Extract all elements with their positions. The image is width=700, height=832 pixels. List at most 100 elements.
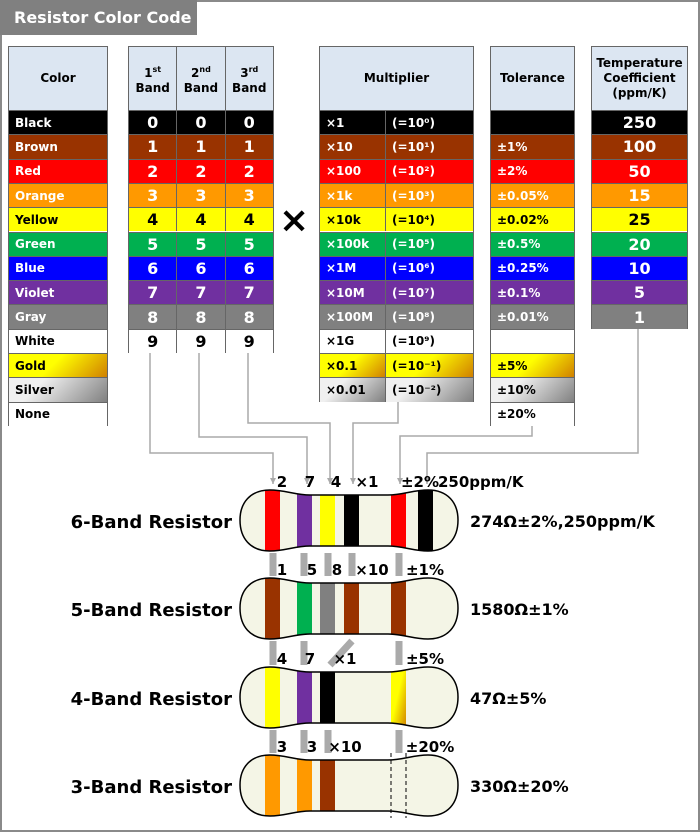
band2-header: 2nd Band — [177, 47, 226, 110]
band-value-label: 1 — [277, 561, 287, 579]
tempco-value: 10 — [592, 255, 688, 281]
band1-digit: 6 — [129, 255, 178, 281]
band2-digit: 3 — [177, 182, 226, 208]
band3-digit: 2 — [225, 158, 274, 183]
multiply-sign: × — [279, 200, 310, 241]
color-band — [391, 490, 406, 551]
color-band — [320, 755, 335, 816]
multiplier-power: (=10⁻¹) — [386, 353, 474, 378]
band1-header-text: 1st Band — [135, 62, 169, 96]
band1-digit: 8 — [129, 304, 178, 329]
tolerance-table: Tolerance ±1% ±2% ±0.05% ±0.02% ±0.5% ±0.25% ±0… — [490, 46, 575, 426]
band-value-label: ×10 — [355, 561, 388, 579]
band2-digit: 8 — [177, 304, 226, 329]
color-name-silver: Silver — [9, 377, 108, 402]
color-band — [265, 490, 280, 551]
color-band — [391, 667, 406, 728]
band3-digit: 8 — [225, 304, 274, 329]
page-title: Resistor Color Code — [0, 0, 197, 35]
tempco-value: 250 — [592, 110, 688, 135]
band1-digit: 4 — [129, 207, 178, 232]
color-band — [344, 490, 359, 551]
digit-bands-table: 1st Band 0 1 2 3 4 5 6 7 8 9 2nd Band 0 1 2 3 4 5 6 7 8 9 3rd Ban… — [128, 46, 274, 353]
color-band — [320, 667, 335, 728]
multiplier-value: ×100 — [320, 158, 386, 183]
color-name-black: Black — [9, 110, 108, 135]
color-name-yellow: Yellow — [9, 207, 108, 232]
band-value-label: ×10 — [328, 738, 361, 756]
tempco-value: 50 — [592, 158, 688, 183]
tolerance-value: ±0.25% — [491, 255, 575, 281]
band1-digit: 0 — [129, 110, 178, 135]
tempco-header: Temperature Coefficient (ppm/K) — [592, 47, 688, 110]
color-band — [265, 667, 280, 728]
band-word: Band — [135, 80, 170, 95]
color-name-red: Red — [9, 158, 108, 183]
band-value-label: 8 — [332, 561, 342, 579]
connector-line — [247, 353, 331, 484]
multiplier-power: (=10²) — [386, 158, 474, 183]
multiplier-value: ×10k — [320, 207, 386, 232]
tolerance-header: Tolerance — [491, 47, 575, 110]
band2-digit: 5 — [177, 231, 226, 256]
tolerance-value: ±0.1% — [491, 280, 575, 305]
resistor-value: 330Ω±20% — [470, 777, 569, 796]
band3-header-text: 3rd Band — [232, 62, 266, 96]
multiplier-table: Multiplier ×1 (=10⁰) ×10 (=10¹) ×100 (=10²) ×1k… — [319, 46, 474, 402]
band1-header: 1st Band — [129, 47, 178, 110]
connector-line — [198, 353, 308, 484]
tempco-value: 20 — [592, 231, 688, 256]
temperature-coefficient-table: Temperature Coefficient (ppm/K) 250 100 50 1… — [591, 46, 688, 329]
multiplier-value: ×0.01 — [320, 377, 386, 402]
arrow-head-icon — [350, 478, 356, 484]
ordinal-suffix: rd — [248, 64, 259, 74]
band3-digit: 1 — [225, 134, 274, 159]
band2-digit: 1 — [177, 134, 226, 159]
tolerance-value: ±1% — [491, 134, 575, 159]
band-value-label: 2 — [277, 473, 287, 491]
band3-digit: 7 — [225, 280, 274, 305]
band-value-label: ×1 — [333, 650, 356, 668]
color-band — [297, 667, 312, 728]
color-name-gray: Gray — [9, 304, 108, 329]
ordinal-number: 2 — [191, 65, 200, 80]
band3-header: 3rd Band — [225, 47, 274, 110]
band-value-label: 3 — [307, 738, 317, 756]
band-word: Band — [232, 80, 267, 95]
tolerance-value: ±0.5% — [491, 231, 575, 256]
color-name-none: None — [9, 401, 108, 426]
tolerance-value — [491, 328, 575, 353]
multiplier-value: ×1G — [320, 328, 386, 353]
multiplier-value: ×0.1 — [320, 353, 386, 378]
arrow-head-icon — [304, 478, 310, 484]
band-value-label: ×1 — [355, 473, 378, 491]
band-value-label: 7 — [305, 650, 315, 668]
color-band — [265, 755, 280, 816]
multiplier-value: ×1k — [320, 182, 386, 208]
resistor-type-label: 6-Band Resistor — [71, 512, 232, 533]
multiplier-power: (=10⁰) — [386, 110, 474, 135]
tempco-value: 5 — [592, 280, 688, 305]
band2-digit: 9 — [177, 328, 226, 353]
tolerance-value: ±0.01% — [491, 304, 575, 329]
band-value-label: 250ppm/K — [438, 473, 525, 491]
multiplier-value: ×100k — [320, 231, 386, 256]
tolerance-value: ±0.02% — [491, 207, 575, 232]
connector-line — [352, 402, 399, 484]
multiplier-value: ×1 — [320, 110, 386, 135]
multiplier-power: (=10⁴) — [386, 207, 474, 232]
band3-digit: 4 — [225, 207, 274, 232]
ordinal-suffix: st — [152, 64, 162, 74]
multiplier-power: (=10³) — [386, 182, 474, 208]
multiplier-value: ×1M — [320, 255, 386, 281]
resistor-value: 1580Ω±1% — [470, 600, 569, 619]
multiplier-power: (=10⁶) — [386, 255, 474, 281]
color-name-blue: Blue — [9, 255, 108, 281]
color-band — [391, 578, 406, 639]
band-value-label: ±20% — [406, 738, 454, 756]
multiplier-power: (=10⁵) — [386, 231, 474, 256]
multiplier-value: ×10M — [320, 280, 386, 305]
color-table: Color Black Brown Red Orange Yellow Green Blue V… — [8, 46, 108, 426]
arrow-head-icon — [424, 478, 430, 484]
resistor-value: 274Ω±2%,250ppm/K — [470, 512, 655, 531]
